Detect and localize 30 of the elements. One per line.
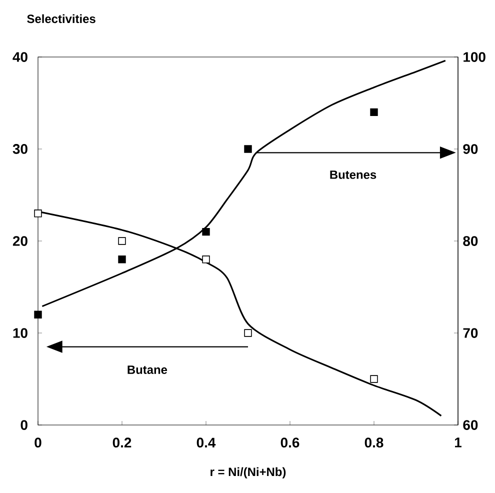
point	[34, 310, 42, 318]
annotation: Butane	[128, 366, 168, 374]
y-tick-label: 10	[13, 328, 28, 338]
y2-tick-label: 70	[463, 328, 478, 338]
x-tick-label: 0.4	[196, 438, 216, 448]
point	[370, 108, 378, 116]
y2-tick-label: 80	[463, 236, 478, 246]
y-tick-label: 0	[20, 420, 28, 430]
y-tick-label: 30	[12, 144, 28, 154]
y2-tick-label: 60	[463, 420, 478, 430]
point	[34, 210, 42, 218]
point	[202, 256, 210, 264]
point	[118, 237, 126, 245]
point	[202, 228, 210, 236]
x-tick-label: 0.8	[364, 438, 384, 448]
y2-tick-label: 90	[463, 144, 478, 154]
x-tick-label: 1	[455, 438, 462, 448]
point	[244, 145, 252, 153]
x-tick-label: 0.2	[112, 438, 132, 448]
point	[244, 329, 252, 337]
y-tick-label: 40	[12, 52, 28, 62]
point	[118, 256, 126, 264]
y-tick-label: 20	[12, 236, 28, 246]
x-axis-title: r = Ni/(Ni+Nb)	[210, 467, 286, 478]
x-tick-label: 0	[34, 438, 42, 448]
y2-tick-label: 100	[464, 52, 486, 62]
y-axis-title: Selectivities	[27, 14, 96, 24]
point	[370, 375, 378, 383]
x-tick-label: 0.6	[280, 438, 300, 448]
annotation: Butenes	[330, 170, 376, 179]
